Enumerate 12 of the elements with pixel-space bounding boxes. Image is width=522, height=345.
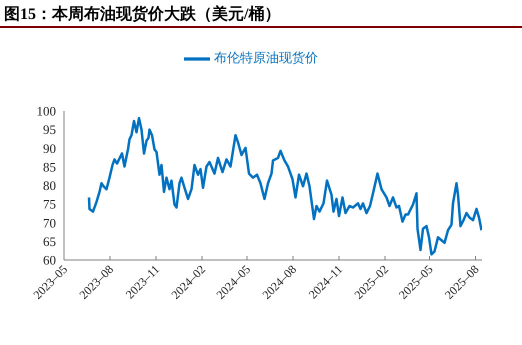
y-tick-label: 65 [43,234,56,249]
line-series [88,116,482,256]
y-tick-label: 70 [43,215,56,230]
chart-title: 图15：本周布油现货价大跌（美元/桶） [4,4,280,25]
y-tick-label: 75 [43,196,56,212]
y-tick-label: 100 [36,104,56,119]
y-tick-label: 80 [43,178,56,194]
y-tick-label: 60 [43,252,56,268]
y-tick-label: 90 [43,140,56,156]
y-tick-label: 85 [43,159,56,174]
y-tick-label: 95 [43,122,56,138]
legend-label: 布伦特原油现货价 [214,50,318,65]
